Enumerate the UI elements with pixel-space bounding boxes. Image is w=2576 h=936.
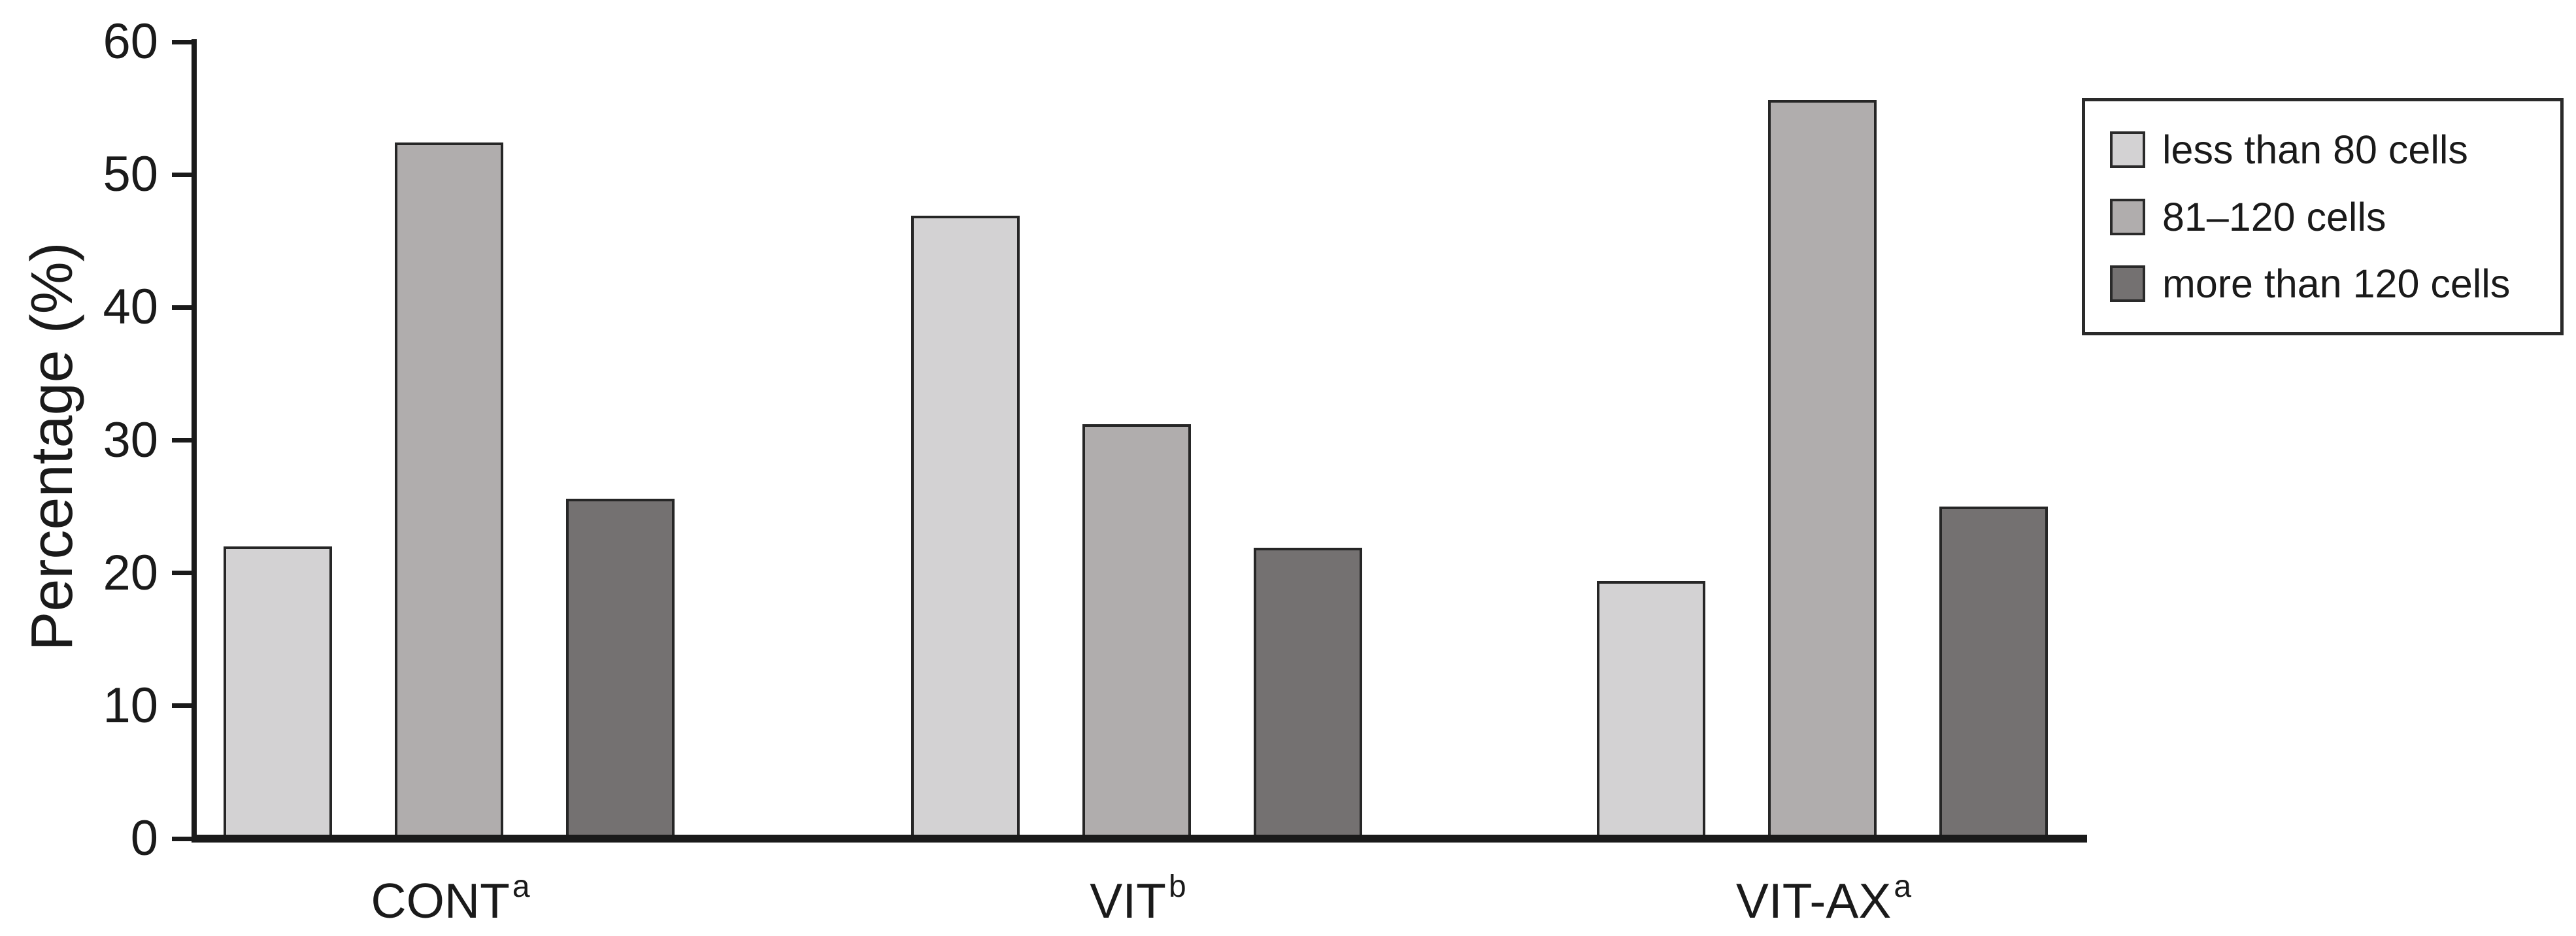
- bar: [1768, 100, 1877, 839]
- y-tick-label: 40: [103, 279, 158, 335]
- y-tick-mark: [172, 438, 193, 443]
- category-superscript: a: [512, 869, 530, 904]
- y-tick-label: 10: [103, 677, 158, 733]
- y-tick-mark: [172, 305, 193, 310]
- category-superscript: a: [1894, 869, 1912, 904]
- y-tick-label: 50: [103, 146, 158, 203]
- bar: [566, 498, 675, 839]
- category-label: VIT-AXa: [1735, 869, 1912, 928]
- y-tick-mark: [172, 39, 193, 44]
- category-label: CONTa: [371, 869, 530, 928]
- bar: [1082, 424, 1191, 839]
- legend-label: more than 120 cells: [2162, 261, 2511, 306]
- y-tick-label: 30: [103, 412, 158, 468]
- legend-box: less than 80 cells 81–120 cells more than …: [2082, 98, 2564, 335]
- legend-swatch: [2110, 131, 2145, 169]
- legend-swatch: [2110, 265, 2145, 302]
- legend-item: less than 80 cells: [2110, 126, 2550, 173]
- legend-swatch: [2110, 198, 2145, 235]
- bar: [224, 546, 332, 839]
- legend-item: more than 120 cells: [2110, 260, 2550, 307]
- category-superscript: b: [1168, 869, 1186, 904]
- bar: [395, 142, 503, 839]
- y-tick-label: 20: [103, 544, 158, 601]
- y-tick-mark: [172, 571, 193, 576]
- bar: [1939, 507, 2048, 839]
- legend-label: less than 80 cells: [2162, 127, 2468, 173]
- y-tick-mark: [172, 172, 193, 177]
- x-axis-line: [192, 835, 2087, 843]
- y-tick-label: 60: [103, 14, 158, 69]
- bar: [1254, 548, 1362, 839]
- bar: [1597, 580, 1705, 839]
- bar: [911, 216, 1020, 839]
- y-tick-mark: [172, 836, 193, 841]
- y-tick-mark: [172, 703, 193, 709]
- y-axis-line: [192, 39, 197, 843]
- legend-label: 81–120 cells: [2162, 194, 2386, 239]
- legend-item: 81–120 cells: [2110, 193, 2550, 241]
- y-tick-label: 0: [130, 811, 158, 866]
- category-label: VITb: [1090, 869, 1186, 928]
